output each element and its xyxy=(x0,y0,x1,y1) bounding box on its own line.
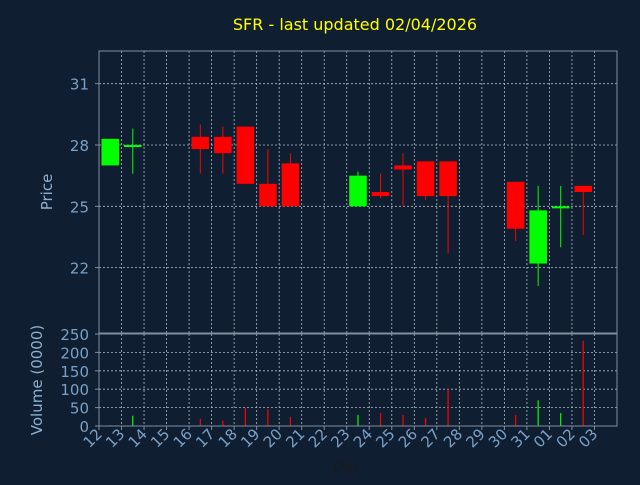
volume-bar xyxy=(424,417,427,426)
volume-tick-label: 0 xyxy=(79,418,89,436)
chart-title: SFR - last updated 02/04/2026 xyxy=(233,15,477,34)
price-axis-label: Price xyxy=(38,174,56,211)
volume-bar xyxy=(289,416,292,426)
candle-body xyxy=(101,138,120,166)
volume-bar xyxy=(199,418,201,426)
candle-body xyxy=(214,136,232,154)
candle-body xyxy=(236,126,255,184)
candle-body xyxy=(506,181,525,229)
price-tick-label: 22 xyxy=(70,260,89,278)
volume-bar xyxy=(447,389,449,426)
price-panel-frame xyxy=(98,50,618,334)
volume-bar xyxy=(537,400,539,426)
volume-bar xyxy=(132,415,134,426)
volume-tick-label: 50 xyxy=(70,400,89,418)
candle-body xyxy=(551,206,570,209)
volume-panel-frame xyxy=(98,333,618,427)
grid-lines xyxy=(99,51,617,426)
candle-body xyxy=(259,183,277,207)
volume-tick-label: 100 xyxy=(60,381,89,399)
candle-body xyxy=(394,165,412,170)
volume-bar xyxy=(515,414,517,426)
candle-body xyxy=(574,185,593,192)
price-tick-label: 31 xyxy=(70,76,89,94)
candle-body xyxy=(371,192,390,197)
price-tick-label: 28 xyxy=(70,137,89,155)
volume-bar xyxy=(244,407,246,426)
volume-bar xyxy=(560,413,562,426)
volume-bar xyxy=(222,420,224,426)
x-axis-label: Day xyxy=(333,459,361,475)
x-tick-label: 03 xyxy=(575,425,601,451)
volume-bar xyxy=(402,414,404,426)
candle-body xyxy=(349,175,367,207)
tick-labels: 2225283105010015020025012131415161718192… xyxy=(60,76,601,452)
candle-body xyxy=(416,161,435,197)
candle-body xyxy=(191,136,210,150)
price-tick-label: 25 xyxy=(70,198,89,216)
plot-frames xyxy=(95,50,618,430)
volume-tick-label: 150 xyxy=(60,363,89,381)
volume-bar xyxy=(267,409,269,426)
volume-tick-label: 200 xyxy=(60,344,89,362)
candle-body xyxy=(123,145,142,148)
data-marks xyxy=(101,124,593,426)
volume-bar xyxy=(379,413,382,426)
candle-body xyxy=(529,210,547,264)
candle-body xyxy=(439,161,457,197)
volume-bar xyxy=(357,414,359,426)
volume-tick-label: 250 xyxy=(60,326,89,344)
volume-axis-label: Volume (0000) xyxy=(28,325,46,435)
volume-bar xyxy=(582,340,584,426)
candle-body xyxy=(281,163,300,207)
